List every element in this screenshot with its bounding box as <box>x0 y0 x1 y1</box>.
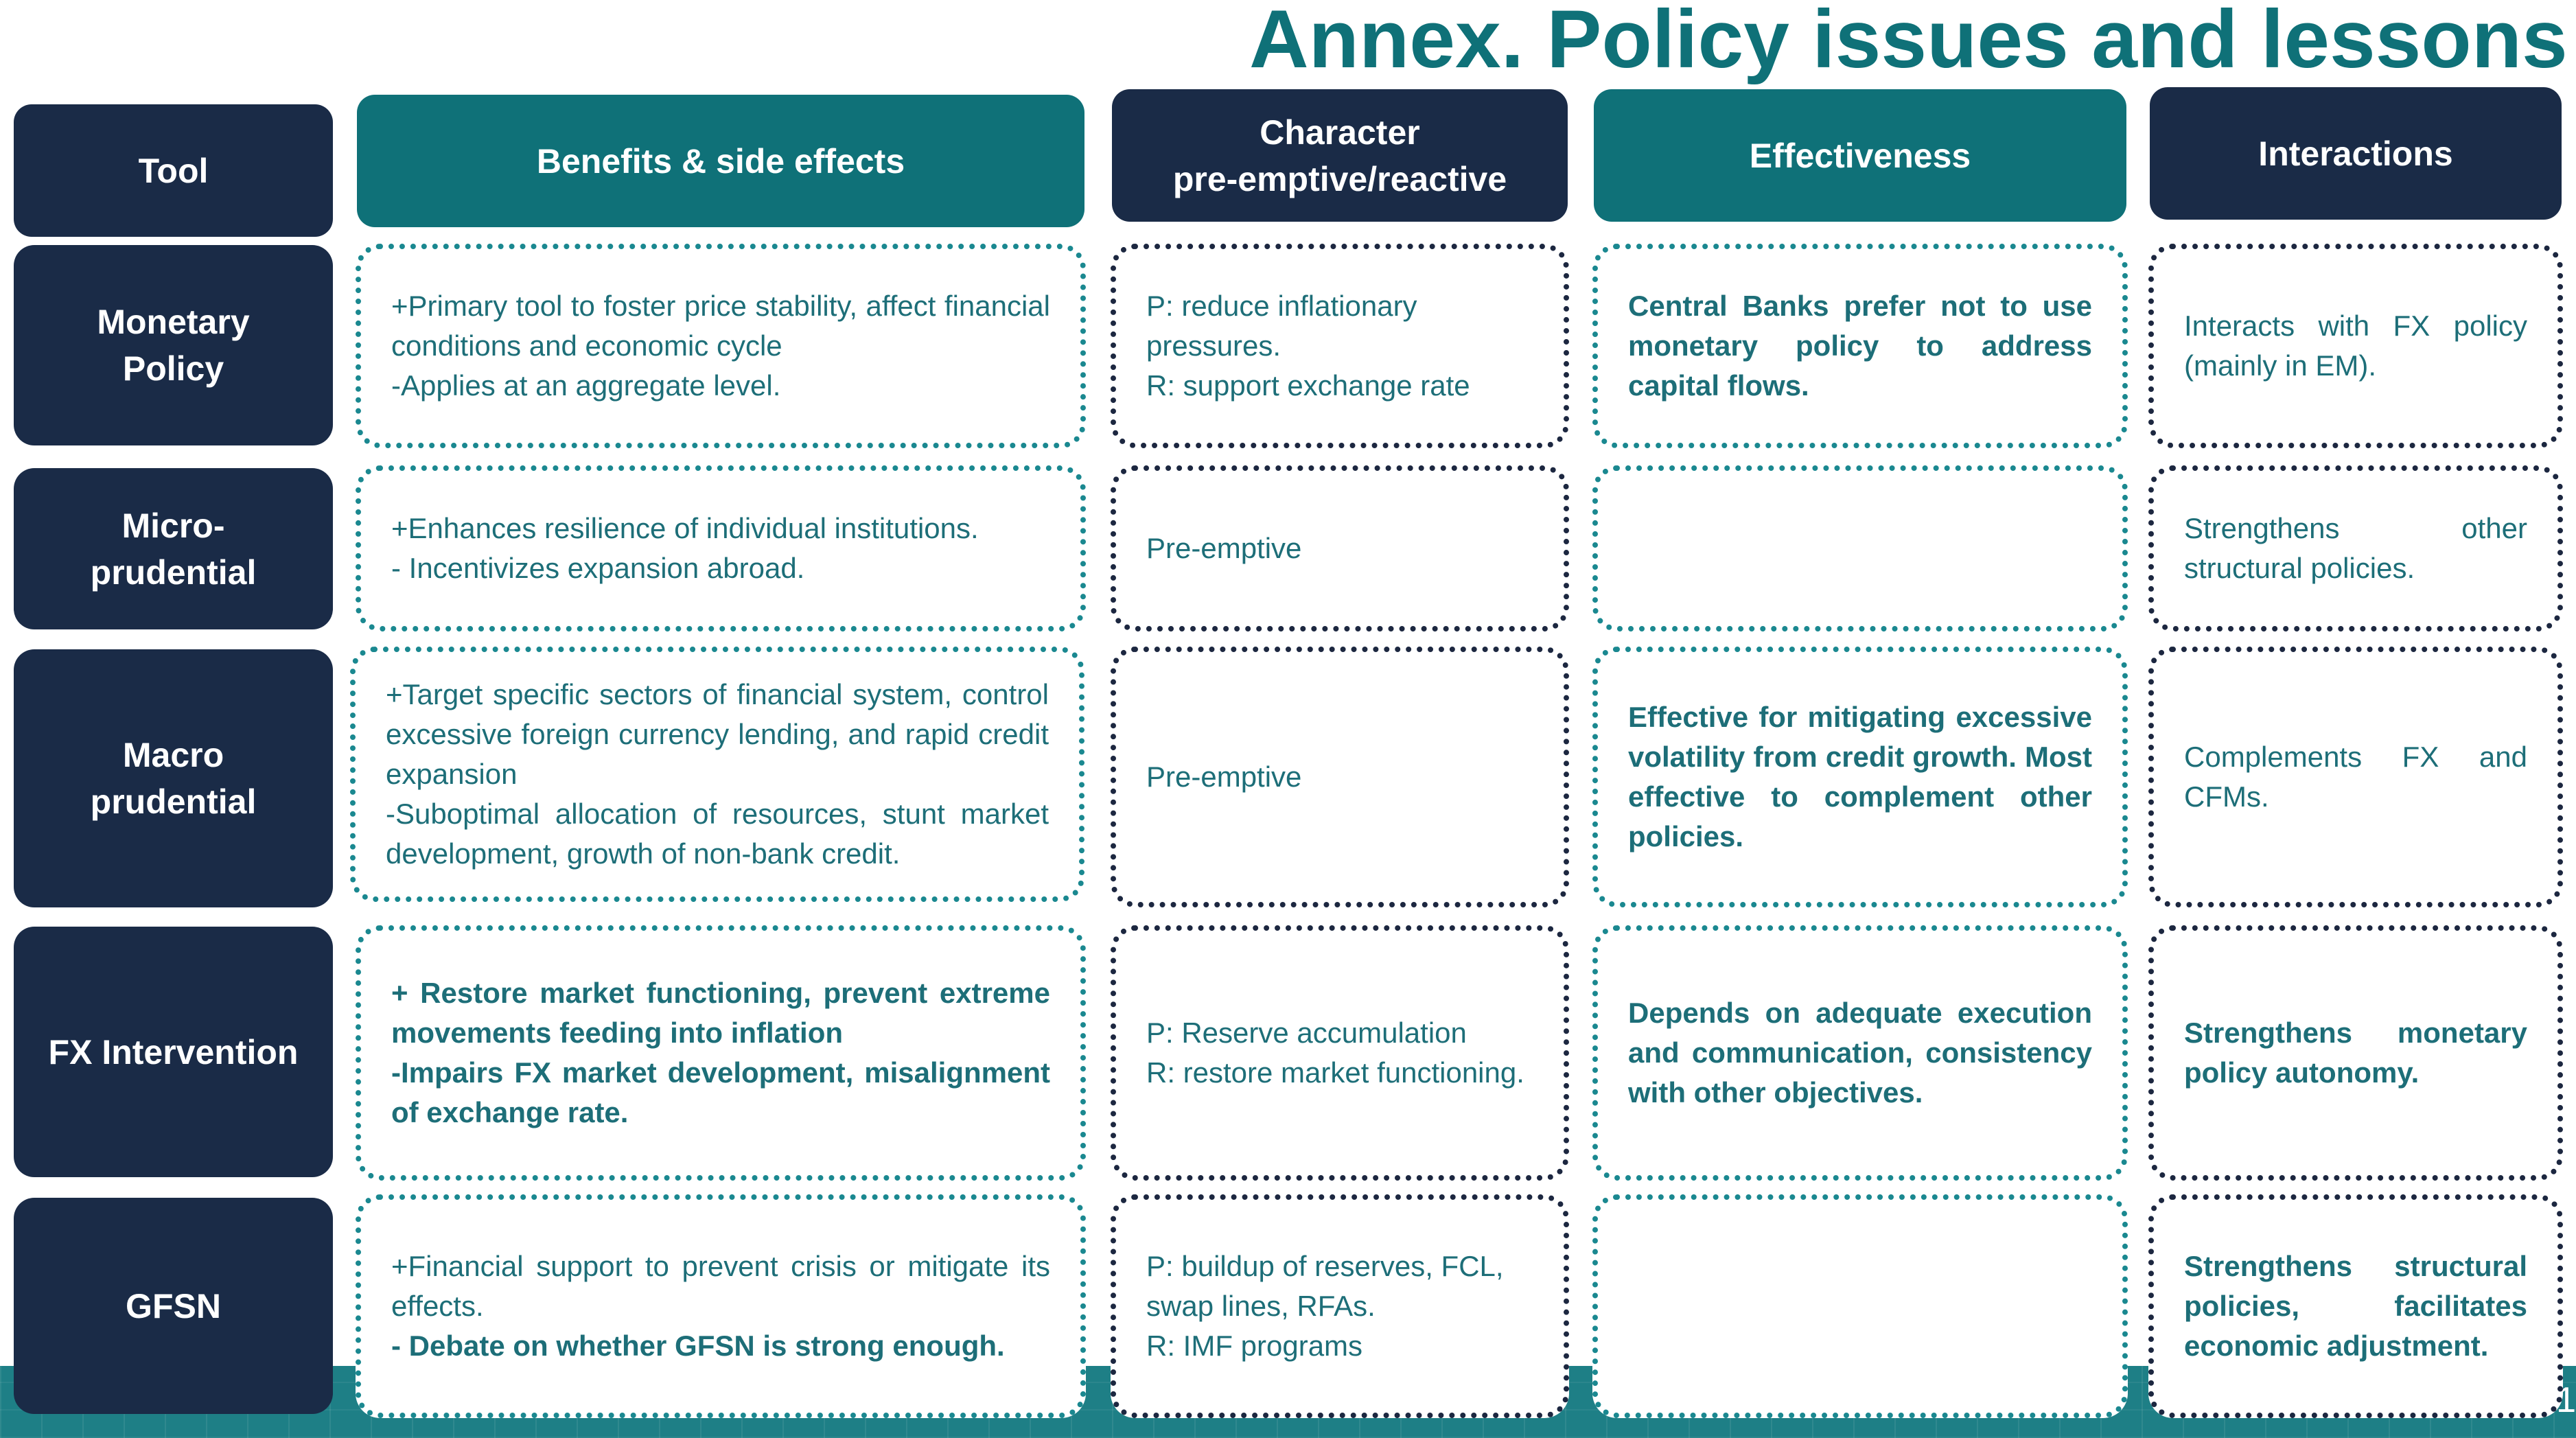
interactions-monetary-policy: Interacts with FX policy (mainly in EM). <box>2148 244 2563 448</box>
character-macroprudential: Pre-emptive <box>1111 647 1569 907</box>
benefits-monetary-policy: +Primary tool to foster price stability,… <box>356 244 1086 448</box>
effectiveness-fx-intervention: Depends on adequate execution and commun… <box>1592 925 2128 1181</box>
interactions-fx-intervention: Strengthens monetary policy autonomy. <box>2148 925 2563 1181</box>
tool-microprudential: Micro-prudential <box>14 468 333 629</box>
benefits-fx-intervention: + Restore market functioning, prevent ex… <box>356 925 1086 1181</box>
header-benefits: Benefits & side effects <box>357 95 1084 227</box>
effectiveness-gfsn <box>1592 1194 2128 1418</box>
effectiveness-macroprudential: Effective for mitigating excessive volat… <box>1592 647 2128 907</box>
benefits-macroprudential: +Target specific sectors of financial sy… <box>350 647 1084 902</box>
character-monetary-policy: P: reduce inflationary pressures. R: supp… <box>1111 244 1569 448</box>
effectiveness-microprudential <box>1592 465 2128 631</box>
benefits-gfsn: +Financial support to prevent crisis or … <box>356 1194 1086 1418</box>
interactions-gfsn: Strengthens structural policies, facilit… <box>2148 1194 2563 1418</box>
interactions-macroprudential: Complements FX and CFMs. <box>2148 647 2563 907</box>
tool-gfsn: GFSN <box>14 1198 333 1414</box>
benefits-microprudential: +Enhances resilience of individual insti… <box>356 465 1086 631</box>
tool-fx-intervention: FX Intervention <box>14 927 333 1177</box>
tool-macroprudential: Macro prudential <box>14 649 333 907</box>
header-character-line2: pre-emptive/reactive <box>1172 159 1507 198</box>
header-effectiveness: Effectiveness <box>1594 89 2126 222</box>
character-microprudential: Pre-emptive <box>1111 465 1569 631</box>
page-title: Annex. Policy issues and lessons <box>1249 0 2568 85</box>
interactions-microprudential: Strengthens other structural policies. <box>2148 465 2563 631</box>
header-interactions: Interactions <box>2150 87 2562 220</box>
character-fx-intervention: P: Reserve accumulation R: restore market… <box>1111 925 1569 1181</box>
effectiveness-monetary-policy: Central Banks prefer not to use monetary… <box>1592 244 2128 448</box>
header-tool: Tool <box>14 104 333 237</box>
character-gfsn: P: buildup of reserves, FCL, swap lines,… <box>1111 1194 1569 1418</box>
tool-monetary-policy: Monetary Policy <box>14 245 333 445</box>
header-character-line1: Character <box>1260 113 1420 152</box>
header-character: Character pre-emptive/reactive <box>1112 89 1568 222</box>
